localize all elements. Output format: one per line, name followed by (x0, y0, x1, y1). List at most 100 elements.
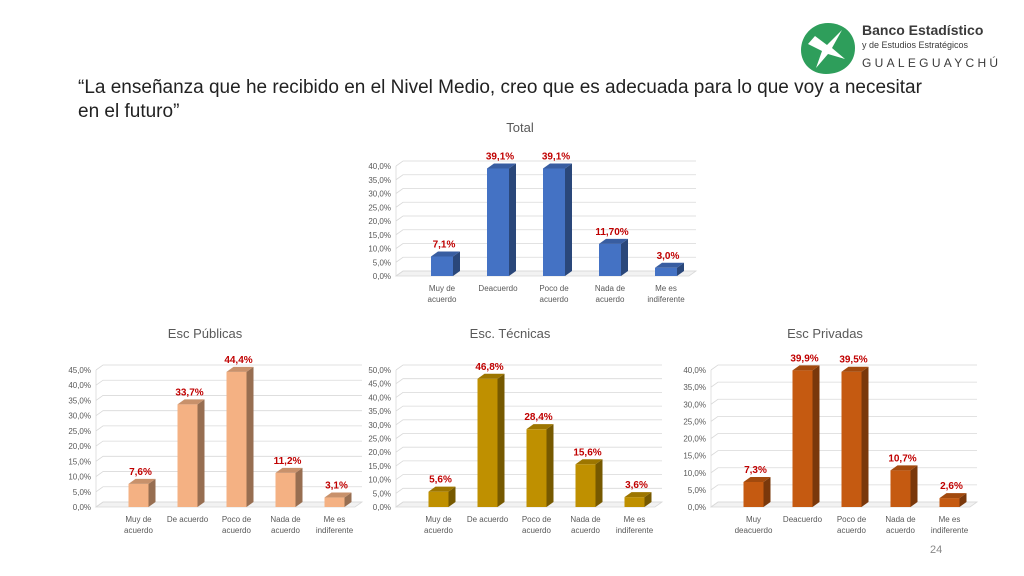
y-tick-label: 5,0% (373, 489, 391, 498)
gridline (395, 446, 662, 453)
bar-side (565, 163, 572, 276)
y-tick-label: 25,0% (68, 427, 91, 436)
bar-top (841, 366, 869, 372)
x-tick-label-line: Me es (324, 515, 346, 524)
x-tick-label-line: Muy de (429, 284, 456, 293)
x-tick-label: Me es indiferente (616, 515, 654, 535)
data-label: 3,6% (625, 480, 648, 491)
bar-front (743, 481, 764, 507)
logo-name: Banco Estadístico (862, 22, 984, 38)
bar-top (431, 251, 460, 257)
bar (477, 373, 505, 507)
y-tick-label: 40,0% (368, 393, 391, 402)
chart-esc-publicas: Esc Públicas 0,0% 5,0% 10,0% 15,0% 20,0% 25,0%… (68, 326, 364, 535)
chart-esc-privadas: Esc Privadas 0,0% 5,0% 10,0% 15,0% 20,0% 25,0%… (683, 326, 979, 535)
x-tick-label-line: Deacuerdo (783, 515, 823, 524)
gridline (95, 471, 362, 477)
gridline (95, 440, 362, 447)
bar-top (655, 262, 684, 268)
y-tick-label: 20,0% (368, 448, 391, 457)
x-tick-label: Me es indiferente (931, 515, 969, 535)
bar (275, 467, 303, 507)
x-tick-label: Muy de acuerdo (428, 284, 457, 304)
bar-top (487, 163, 516, 169)
x-tick-label-line: Nada de (270, 515, 301, 524)
gridline (395, 378, 662, 385)
bar (226, 366, 254, 507)
data-label: 33,7% (175, 387, 203, 398)
bar-top (743, 476, 771, 482)
x-tick-label: Nada de acuerdo (595, 284, 626, 304)
y-tick-label: 15,0% (368, 462, 391, 471)
bar-front (487, 168, 509, 276)
x-tick-label-line: De acuerdo (167, 515, 209, 524)
bar (841, 366, 869, 507)
y-tick-label: 0,0% (73, 503, 91, 512)
x-tick-label: Poco de acuerdo (222, 515, 252, 535)
bar-top (226, 366, 254, 372)
x-tick-label-line: acuerdo (571, 526, 600, 535)
x-tick-label: Nada de acuerdo (570, 515, 601, 535)
bar-front (275, 472, 296, 507)
x-tick-label-line: Nada de (885, 515, 916, 524)
y-tick-label: 5,0% (73, 488, 91, 497)
gridline (395, 405, 662, 412)
x-tick-label-line: acuerdo (886, 526, 915, 535)
bar-front (841, 371, 862, 507)
x-tick-label-line: Nada de (570, 515, 601, 524)
x-tick-label-line: acuerdo (522, 526, 551, 535)
x-tick-label-line: acuerdo (271, 526, 300, 535)
bar (128, 478, 156, 507)
data-label: 28,4% (524, 412, 552, 423)
x-tick-label: Deacuerdo (478, 284, 518, 293)
bar-top (428, 486, 456, 492)
bar-front (477, 378, 498, 507)
data-label: 10,7% (888, 453, 916, 464)
bar-top (624, 492, 652, 498)
gridline (710, 467, 977, 474)
gridline (395, 160, 696, 167)
bar-side (148, 478, 156, 507)
x-tick-label-line: indiferente (616, 526, 654, 535)
bar-front (655, 267, 677, 276)
x-tick-label: Nada de acuerdo (270, 515, 301, 535)
gridline (395, 174, 696, 181)
data-label: 3,1% (325, 481, 348, 492)
bar-front (526, 429, 547, 507)
x-tick-label: Muy de acuerdo (124, 515, 153, 535)
bar-top (890, 465, 918, 471)
bar-front (543, 168, 565, 276)
bar-top (792, 365, 820, 371)
x-tick-label-line: Me es (939, 515, 961, 524)
y-tick-label: 0,0% (688, 503, 706, 512)
logo-city: GUALEGUAYCHÚ (862, 56, 1002, 70)
gridline (95, 364, 362, 371)
bar (655, 262, 684, 276)
bar-side (246, 366, 254, 507)
bar-side (497, 373, 505, 507)
x-tick-label-line: Poco de (522, 515, 552, 524)
logo: Banco Estadístico y de Estudios Estratég… (798, 20, 998, 80)
y-tick-label: 45,0% (68, 366, 91, 375)
bar-front (177, 404, 198, 507)
bar-top (324, 492, 352, 498)
gridline (395, 188, 696, 194)
bar-side (812, 365, 820, 507)
x-tick-label-line: Poco de (837, 515, 867, 524)
y-tick-label: 20,0% (68, 442, 91, 451)
data-label: 39,5% (839, 355, 867, 366)
x-tick-label-line: acuerdo (222, 526, 251, 535)
chart-total: Total 0,0% 5,0% 10,0% 15,0% 20,0% 25,0% 30,0% 35… (368, 120, 698, 304)
gridline (710, 433, 977, 439)
bar-top (275, 467, 303, 473)
x-tick-label-line: Me es (655, 284, 677, 293)
gridline (395, 201, 696, 208)
x-tick-label-line: acuerdo (837, 526, 866, 535)
data-label: 5,6% (429, 475, 452, 486)
bar (575, 459, 603, 507)
y-tick-label: 35,0% (68, 396, 91, 405)
x-tick-label: Poco de acuerdo (539, 284, 569, 304)
bar (624, 492, 652, 507)
x-tick-label-line: acuerdo (596, 295, 625, 304)
x-tick-label-line: Muy de (425, 515, 452, 524)
